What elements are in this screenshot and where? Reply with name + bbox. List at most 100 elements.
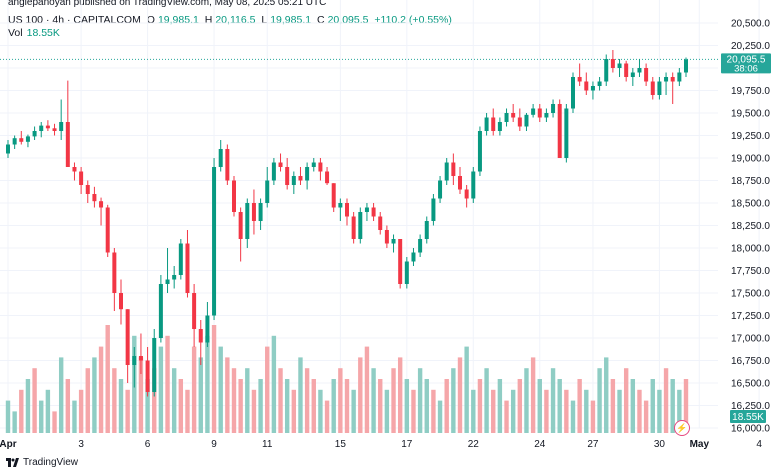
volume-bar: [570, 400, 576, 433]
volume-bar: [411, 389, 416, 433]
volume-bar: [451, 368, 456, 433]
volume-bar: [25, 379, 31, 433]
candle-body: [218, 149, 223, 167]
price-axis: 20,500.020,250.020,000.019,750.019,500.0…: [731, 19, 770, 435]
candle-body: [152, 338, 157, 392]
candle-body: [72, 167, 77, 172]
candle-body: [617, 63, 622, 68]
volume-bar: [397, 357, 403, 433]
candle-body: [364, 207, 369, 212]
candle-body: [624, 63, 629, 77]
candle-body: [610, 59, 615, 68]
candle-body: [431, 198, 436, 221]
candle-body: [378, 216, 383, 230]
candle-body: [285, 167, 290, 185]
candle-body: [172, 275, 177, 280]
x-tick-label: 11: [262, 439, 273, 450]
candle-body: [59, 122, 64, 131]
volume-bar: [98, 346, 104, 433]
candle-body: [444, 162, 449, 181]
candle-body: [92, 194, 97, 202]
footer-branding: TradingView: [6, 457, 78, 468]
y-tick-label: 16,000.0: [731, 424, 770, 435]
volume-bar: [58, 357, 64, 433]
volume-bar: [477, 379, 483, 433]
volume-bar: [384, 389, 390, 433]
volume-bar: [198, 357, 203, 433]
candle-body: [185, 243, 190, 293]
volume-bar: [431, 389, 436, 433]
volume-bar: [457, 357, 463, 433]
volume-bar: [5, 400, 11, 433]
volume-legend: Vol 18.55K: [8, 27, 60, 39]
y-tick-label: 16,750.0: [731, 356, 770, 367]
candle-body: [245, 203, 250, 239]
volume-bar: [670, 379, 675, 433]
x-tick-label: Apr: [0, 439, 17, 450]
volume-bar: [577, 379, 582, 433]
open-label: O: [146, 14, 155, 26]
volume-bar: [338, 368, 343, 433]
volume-bar: [497, 379, 503, 433]
candle-body: [32, 131, 37, 137]
price-badges: 20,095.5 38:06 18.55K: [721, 53, 771, 423]
lightning-icon[interactable]: ⚡: [674, 420, 690, 436]
volume-bar: [637, 389, 642, 433]
candle-body: [192, 293, 197, 329]
candle-body: [258, 203, 263, 221]
x-tick-label: 6: [145, 439, 151, 450]
candle-body: [604, 59, 609, 82]
volume-bar: [677, 389, 682, 433]
candle-body: [670, 77, 675, 82]
volume-bar: [464, 346, 469, 433]
candle-body: [418, 239, 423, 253]
candle-body: [650, 81, 655, 95]
candle-body: [105, 207, 110, 253]
volume-bar: [544, 389, 549, 433]
volume-bar: [158, 346, 164, 433]
volume-bar: [284, 379, 290, 433]
candle-body: [677, 72, 682, 82]
last-price-badge: [721, 53, 771, 74]
volume-bar: [304, 368, 310, 433]
candle-body: [371, 207, 376, 217]
volume-badge: [730, 410, 766, 423]
volume-bar: [657, 389, 662, 433]
volume-bar: [118, 379, 124, 433]
y-tick-label: 19,000.0: [731, 154, 770, 165]
volume-bar: [524, 368, 529, 433]
candle-body: [212, 167, 217, 316]
y-tick-label: 17,000.0: [731, 334, 770, 345]
candle-body: [511, 113, 516, 118]
volume-bar: [78, 389, 84, 433]
volume-bar: [178, 379, 184, 433]
time-axis: Apr36911151722242730May4679: [0, 439, 762, 450]
volume-bar: [404, 379, 410, 433]
candle-body: [238, 212, 243, 239]
candle-body: [165, 279, 170, 284]
volume-bar: [550, 368, 556, 433]
candle-body: [584, 81, 589, 91]
candle-body: [571, 77, 575, 109]
volume-bar: [251, 389, 257, 433]
volume-bar: [311, 379, 316, 433]
y-tick-label: 19,500.0: [731, 109, 770, 120]
x-tick-label: 27: [587, 439, 599, 450]
candle-body: [79, 171, 84, 185]
candle-body: [125, 309, 130, 365]
volume-bar: [344, 379, 350, 433]
y-tick-label: 17,750.0: [731, 266, 770, 277]
volume-bar: [444, 379, 449, 433]
volume-bar: [358, 357, 363, 433]
candle-body: [145, 360, 150, 392]
candle-body: [19, 138, 24, 142]
volume-bar: [590, 400, 596, 433]
candle-body: [544, 113, 549, 118]
grid-lines: [0, 0, 760, 429]
volume-bar: [604, 357, 609, 433]
volume-bar: [145, 379, 150, 433]
candle-body: [524, 114, 529, 127]
volume-bar: [378, 379, 383, 433]
candle-body: [504, 113, 509, 122]
